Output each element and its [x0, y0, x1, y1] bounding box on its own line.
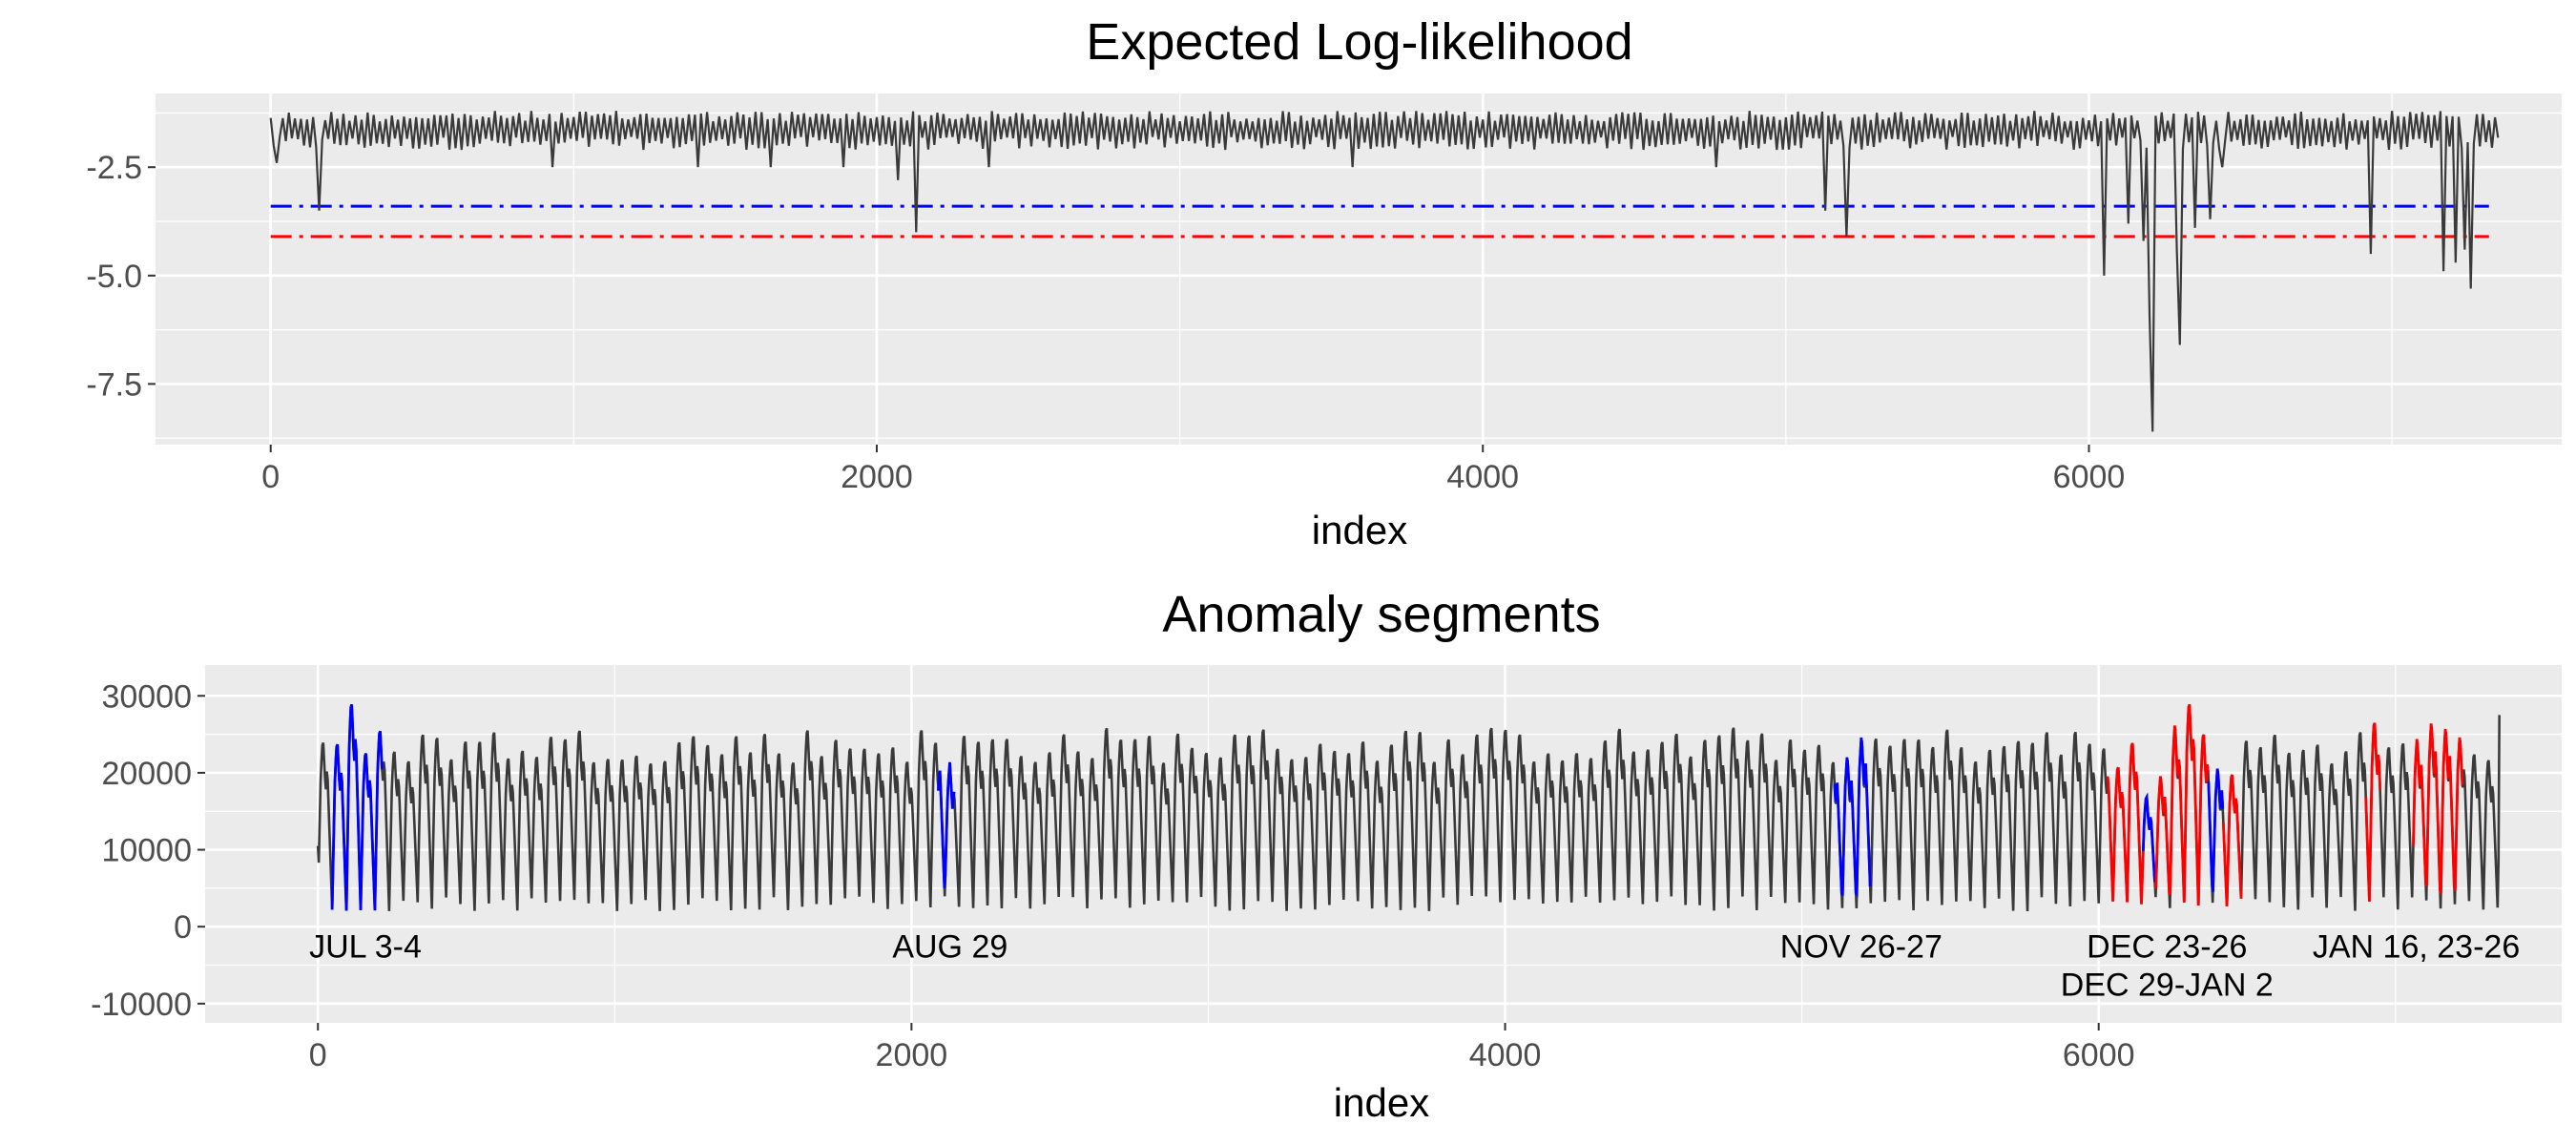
anomaly-segment-blue: [2141, 792, 2156, 883]
anomaly-annotation-label: AUG 29: [892, 928, 1008, 965]
anomaly-segment-blue: [1833, 737, 1872, 898]
anomaly-segment-red: [2364, 722, 2382, 902]
anomaly-panel: Anomaly segments JUL 3-4 AUG 29 NOV 26-27 D…: [91, 586, 2562, 1125]
anomaly-segment-red: [2412, 723, 2464, 894]
loglik-x-axis-label: index: [1312, 508, 1407, 552]
anomaly-segment-blue: [936, 761, 956, 889]
anomaly-x-tick-label: 6000: [2063, 1037, 2135, 1073]
anomaly-x-tick-label: 4000: [1469, 1037, 1542, 1073]
loglik-thresholds: [270, 204, 2489, 239]
anomaly-y-axis: 30000 20000 10000 0 -10000: [91, 678, 205, 1023]
loglik-title: Expected Log-likelihood: [1086, 13, 1632, 71]
anomaly-segment-red: [2221, 774, 2243, 906]
anomaly-x-tick-label: 2000: [876, 1037, 948, 1073]
loglik-series-line: [269, 111, 2500, 432]
loglik-x-tick-label: 4000: [1446, 459, 1519, 495]
loglik-x-axis: 0 2000 4000 6000: [261, 445, 2125, 495]
anomaly-x-tick-label: 0: [309, 1037, 327, 1073]
loglik-x-tick-label: 6000: [2053, 459, 2126, 495]
anomaly-segment-red: [2154, 725, 2180, 896]
anomaly-segment-red: [2177, 703, 2210, 906]
anomaly-y-tick-label: 30000: [101, 678, 192, 715]
anomaly-x-axis-label: index: [1334, 1080, 1429, 1125]
anomaly-annotation-label: NOV 26-27: [1780, 928, 1942, 965]
anomaly-highlighted-segments: [330, 703, 2464, 911]
anomaly-annotation-label: JUL 3-4: [309, 928, 422, 965]
loglik-y-tick-label: -5.0: [86, 259, 142, 295]
loglik-x-tick-label: 0: [261, 459, 280, 495]
loglik-y-tick-label: -7.5: [86, 366, 142, 403]
anomaly-segment-blue: [330, 703, 384, 911]
anomaly-annotation-label: DEC 29-JAN 2: [2061, 968, 2274, 1004]
anomaly-annotation-label: JAN 16, 23-26: [2313, 928, 2520, 965]
anomaly-title: Anomaly segments: [1162, 586, 1600, 643]
anomaly-y-tick-label: 20000: [101, 756, 192, 792]
anomaly-y-tick-label: 10000: [101, 833, 192, 869]
loglik-gridlines: [156, 94, 2562, 445]
anomaly-y-tick-label: -10000: [91, 987, 192, 1023]
anomaly-x-axis: 0 2000 4000 6000: [309, 1023, 2135, 1073]
anomaly-annotation-label: DEC 23-26: [2087, 928, 2247, 965]
loglik-panel: Expected Log-likelihood -2.5 -5.0 -7.5 0 20…: [86, 13, 2562, 552]
loglik-x-tick-label: 2000: [841, 459, 913, 495]
anomaly-segment-blue: [2207, 768, 2225, 892]
loglik-y-axis: -2.5 -5.0 -7.5: [86, 150, 156, 403]
anomaly-segment-red: [2106, 742, 2145, 905]
loglik-y-tick-label: -2.5: [86, 150, 142, 186]
loglik-plot-background: [156, 94, 2562, 445]
anomaly-y-tick-label: 0: [174, 909, 192, 946]
